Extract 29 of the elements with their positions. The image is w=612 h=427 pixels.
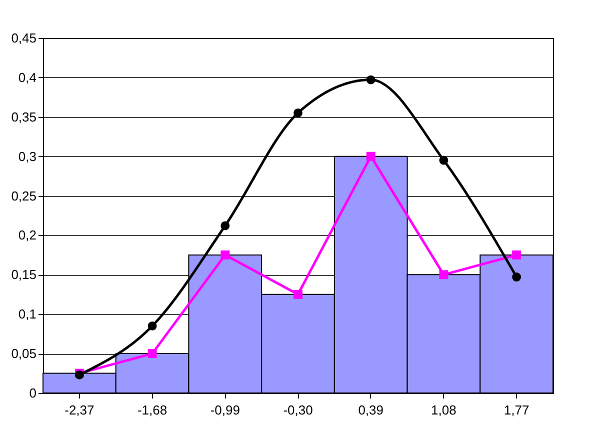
point <box>148 321 157 330</box>
y-tick-label: 0,15 <box>11 267 36 282</box>
point <box>220 221 230 230</box>
x-tick-label: 0,39 <box>358 402 384 418</box>
x-tick-label: 1,77 <box>504 402 530 418</box>
point <box>148 349 157 358</box>
y-tick-label: 0,25 <box>11 188 36 204</box>
y-tick-label: 0 <box>29 386 36 400</box>
point <box>366 152 376 161</box>
y-tick-label: 0,45 <box>11 30 36 46</box>
point <box>366 75 376 84</box>
point <box>512 272 522 282</box>
x-tick-label: -0,30 <box>283 402 313 418</box>
y-tick-label: 0,2 <box>18 228 36 243</box>
x-tick-label: 1,08 <box>431 402 456 418</box>
x-tick-label: -1,68 <box>137 402 168 418</box>
y-tick-label: 0,35 <box>11 109 36 124</box>
y-tick-label: 0,05 <box>11 346 36 362</box>
point <box>439 156 448 165</box>
x-tick-label: -0,99 <box>210 402 240 418</box>
point <box>512 250 522 260</box>
point <box>220 250 230 260</box>
y-tick-label: 0,4 <box>18 70 36 85</box>
x-tick-label: -2,37 <box>64 402 94 418</box>
point <box>439 270 448 280</box>
point <box>294 290 302 299</box>
y-tick-label: 0,3 <box>18 148 36 164</box>
y-tick-label: 0,1 <box>18 306 36 322</box>
point <box>294 108 302 118</box>
